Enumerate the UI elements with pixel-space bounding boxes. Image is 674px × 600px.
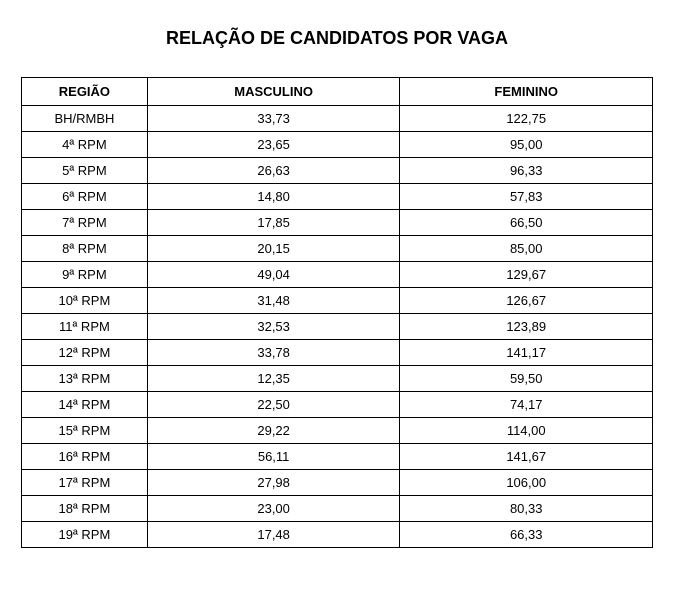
table-row: 17ª RPM27,98106,00 [22, 470, 653, 496]
table-cell: 80,33 [400, 496, 653, 522]
table-row: 10ª RPM31,48126,67 [22, 288, 653, 314]
table-cell: 141,67 [400, 444, 653, 470]
table-row: 6ª RPM14,8057,83 [22, 184, 653, 210]
table-cell: 17,85 [147, 210, 400, 236]
table-cell: 10ª RPM [22, 288, 148, 314]
table-cell: 114,00 [400, 418, 653, 444]
table-cell: 31,48 [147, 288, 400, 314]
table-cell: 74,17 [400, 392, 653, 418]
table-row: 7ª RPM17,8566,50 [22, 210, 653, 236]
table-cell: 106,00 [400, 470, 653, 496]
table-row: 8ª RPM20,1585,00 [22, 236, 653, 262]
table-cell: 19ª RPM [22, 522, 148, 548]
table-cell: 23,00 [147, 496, 400, 522]
table-cell: 16ª RPM [22, 444, 148, 470]
table-cell: 32,53 [147, 314, 400, 340]
table-row: 14ª RPM22,5074,17 [22, 392, 653, 418]
table-cell: 49,04 [147, 262, 400, 288]
table-cell: 8ª RPM [22, 236, 148, 262]
table-cell: 18ª RPM [22, 496, 148, 522]
header-regiao: REGIÃO [22, 78, 148, 106]
table-row: 18ª RPM23,0080,33 [22, 496, 653, 522]
table-cell: 129,67 [400, 262, 653, 288]
table-cell: 17ª RPM [22, 470, 148, 496]
table-row: 16ª RPM56,11141,67 [22, 444, 653, 470]
table-cell: 29,22 [147, 418, 400, 444]
table-row: 15ª RPM29,22114,00 [22, 418, 653, 444]
table-cell: BH/RMBH [22, 106, 148, 132]
table-cell: 85,00 [400, 236, 653, 262]
table-header-row: REGIÃO MASCULINO FEMININO [22, 78, 653, 106]
table-cell: 123,89 [400, 314, 653, 340]
table-cell: 56,11 [147, 444, 400, 470]
table-cell: 96,33 [400, 158, 653, 184]
table-cell: 11ª RPM [22, 314, 148, 340]
table-row: 19ª RPM17,4866,33 [22, 522, 653, 548]
table-body: BH/RMBH33,73122,754ª RPM23,6595,005ª RPM… [22, 106, 653, 548]
page-title: RELAÇÃO DE CANDIDATOS POR VAGA [20, 28, 654, 49]
table-cell: 7ª RPM [22, 210, 148, 236]
table-row: 4ª RPM23,6595,00 [22, 132, 653, 158]
table-row: 11ª RPM32,53123,89 [22, 314, 653, 340]
header-feminino: FEMININO [400, 78, 653, 106]
table-cell: 15ª RPM [22, 418, 148, 444]
table-cell: 95,00 [400, 132, 653, 158]
table-cell: 33,73 [147, 106, 400, 132]
table-cell: 33,78 [147, 340, 400, 366]
table-cell: 122,75 [400, 106, 653, 132]
table-cell: 126,67 [400, 288, 653, 314]
table-cell: 22,50 [147, 392, 400, 418]
table-cell: 23,65 [147, 132, 400, 158]
table-row: 5ª RPM26,6396,33 [22, 158, 653, 184]
table-cell: 26,63 [147, 158, 400, 184]
table-row: BH/RMBH33,73122,75 [22, 106, 653, 132]
table-row: 9ª RPM49,04129,67 [22, 262, 653, 288]
table-cell: 66,50 [400, 210, 653, 236]
table-cell: 13ª RPM [22, 366, 148, 392]
table-cell: 141,17 [400, 340, 653, 366]
table-cell: 57,83 [400, 184, 653, 210]
table-cell: 59,50 [400, 366, 653, 392]
table-cell: 4ª RPM [22, 132, 148, 158]
table-cell: 17,48 [147, 522, 400, 548]
table-cell: 14,80 [147, 184, 400, 210]
table-cell: 12,35 [147, 366, 400, 392]
table-cell: 14ª RPM [22, 392, 148, 418]
table-cell: 6ª RPM [22, 184, 148, 210]
table-row: 13ª RPM12,3559,50 [22, 366, 653, 392]
table-cell: 12ª RPM [22, 340, 148, 366]
table-cell: 5ª RPM [22, 158, 148, 184]
table-cell: 27,98 [147, 470, 400, 496]
table-cell: 66,33 [400, 522, 653, 548]
candidates-table: REGIÃO MASCULINO FEMININO BH/RMBH33,7312… [21, 77, 653, 548]
table-cell: 20,15 [147, 236, 400, 262]
header-masculino: MASCULINO [147, 78, 400, 106]
table-row: 12ª RPM33,78141,17 [22, 340, 653, 366]
table-cell: 9ª RPM [22, 262, 148, 288]
